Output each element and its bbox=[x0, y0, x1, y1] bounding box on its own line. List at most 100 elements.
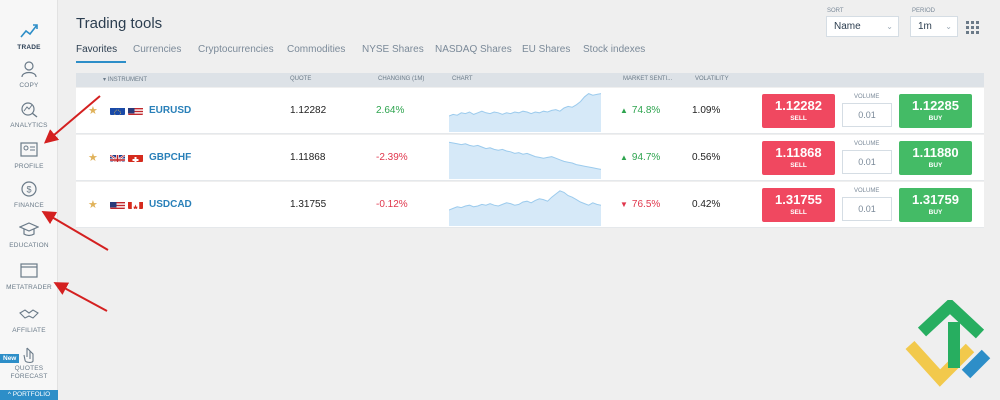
volume-input[interactable]: 0.01 bbox=[842, 150, 892, 174]
header-changing[interactable]: CHANGING (1M) bbox=[378, 76, 425, 82]
sidebar-item-affiliate[interactable]: AFFILIATE bbox=[0, 305, 58, 345]
portfolio-button[interactable]: ^ PORTFOLIO bbox=[0, 390, 58, 400]
forecast-icon bbox=[23, 347, 34, 363]
us-flag-icon bbox=[110, 199, 125, 209]
sidebar-item-trade[interactable]: TRADE bbox=[0, 22, 58, 62]
star-icon[interactable]: ★ bbox=[88, 199, 98, 211]
sell-button[interactable]: 1.12282 SELL bbox=[762, 94, 835, 128]
sparkline-area bbox=[449, 190, 601, 226]
sell-button[interactable]: 1.11868 SELL bbox=[762, 141, 835, 175]
active-tab-indicator bbox=[76, 61, 126, 63]
sparkline-area bbox=[449, 142, 601, 179]
sidebar-item-profile[interactable]: PROFILE bbox=[0, 141, 58, 181]
sell-button[interactable]: 1.31755 SELL bbox=[762, 188, 835, 222]
instrument-symbol[interactable]: GBPCHF bbox=[149, 152, 192, 163]
sparkline-line bbox=[449, 190, 601, 211]
annotation-arrow bbox=[53, 282, 108, 312]
sell-label: SELL bbox=[790, 209, 807, 216]
sidebar-item-analytics[interactable]: ANALYTICS bbox=[0, 100, 58, 140]
sidebar-item-copy[interactable]: COPY bbox=[0, 60, 58, 100]
header-volatility[interactable]: VOLATILITY bbox=[695, 76, 729, 82]
sentiment-value: ▲ 74.8% bbox=[620, 105, 661, 116]
table-row[interactable]: ★ GBPCHF 1.11868 -2.39% ▲ 94.7% 0.56% 1.1… bbox=[76, 135, 984, 181]
change-value: -2.39% bbox=[376, 152, 408, 163]
instrument-symbol[interactable]: EURUSD bbox=[149, 105, 192, 116]
ch-flag-icon bbox=[128, 152, 143, 162]
sidebar-item-label: TRADE bbox=[17, 44, 41, 51]
period-label: PERIOD bbox=[912, 8, 936, 14]
period-select[interactable]: 1m ⌄ bbox=[910, 16, 958, 37]
tab-commodities[interactable]: Commodities bbox=[287, 44, 346, 55]
buy-price: 1.11880 bbox=[912, 145, 959, 160]
sidebar-item-label: AFFILIATE bbox=[12, 327, 46, 334]
sort-select[interactable]: Name ⌄ bbox=[826, 16, 899, 37]
header-sentiment[interactable]: MARKET SENTI... bbox=[623, 76, 673, 82]
grid-view-icon[interactable] bbox=[966, 21, 980, 34]
instrument-symbol[interactable]: USDCAD bbox=[149, 199, 192, 210]
sidebar-item-quotes-forecast[interactable]: QUOTES FORECAST bbox=[0, 346, 58, 388]
sell-price: 1.11868 bbox=[775, 145, 822, 160]
table-row[interactable]: ★ USDCAD 1.31755 -0.12% ▼ 76.5% 0.42% 1.3… bbox=[76, 182, 984, 228]
page-title: Trading tools bbox=[76, 15, 163, 32]
copy-icon bbox=[21, 61, 37, 78]
sparkline-line bbox=[449, 93, 601, 117]
buy-button[interactable]: 1.12285 BUY bbox=[899, 94, 972, 128]
sell-label: SELL bbox=[790, 115, 807, 122]
tab-stock-indexes[interactable]: Stock indexes bbox=[583, 44, 646, 55]
buy-price: 1.12285 bbox=[912, 98, 959, 113]
metatrader-icon bbox=[20, 263, 38, 278]
tab-favorites[interactable]: Favorites bbox=[76, 44, 118, 55]
volume-input[interactable]: 0.01 bbox=[842, 197, 892, 221]
table-row[interactable]: ★ EURUSD 1.12282 2.64% ▲ 74.8% 1.09% 1.12… bbox=[76, 88, 984, 134]
star-icon[interactable]: ★ bbox=[88, 152, 98, 164]
sentiment-arrow-icon: ▲ bbox=[620, 153, 628, 162]
header-chart: CHART bbox=[452, 76, 473, 82]
sidebar-item-label: QUOTES FORECAST bbox=[10, 365, 48, 380]
svg-text:$: $ bbox=[26, 185, 31, 195]
new-badge: New bbox=[0, 354, 20, 363]
chevron-down-icon: ⌄ bbox=[945, 22, 952, 31]
gb-flag-icon bbox=[110, 152, 125, 162]
sidebar: TRADE COPY ANALYTICS PROFILE $ FINANCE bbox=[0, 0, 58, 400]
sentiment-value: ▲ 94.7% bbox=[620, 152, 661, 163]
sidebar-item-label: PROFILE bbox=[14, 163, 44, 170]
affiliate-icon bbox=[19, 309, 39, 319]
sidebar-item-finance[interactable]: $ FINANCE bbox=[0, 180, 58, 220]
tab-nasdaq-shares[interactable]: NASDAQ Shares bbox=[435, 44, 512, 55]
tab-eu-shares[interactable]: EU Shares bbox=[522, 44, 571, 55]
volatility-value: 1.09% bbox=[692, 105, 721, 116]
header-instrument[interactable]: ▾ INSTRUMENT bbox=[103, 77, 148, 83]
chevron-down-icon: ⌄ bbox=[886, 22, 893, 31]
sidebar-item-label: FINANCE bbox=[14, 202, 44, 209]
buy-label: BUY bbox=[928, 162, 943, 169]
sidebar-item-education[interactable]: EDUCATION bbox=[0, 220, 58, 260]
header-quote[interactable]: QUOTE bbox=[290, 76, 312, 82]
sentiment-arrow-icon: ▲ bbox=[620, 106, 628, 115]
tab-nyse-shares[interactable]: NYSE Shares bbox=[362, 44, 424, 55]
analytics-icon bbox=[21, 102, 38, 118]
tab-cryptocurrencies[interactable]: Cryptocurrencies bbox=[198, 44, 274, 55]
volume-label: VOLUME bbox=[854, 94, 880, 100]
sparkline-chart bbox=[449, 141, 601, 179]
sell-price: 1.12282 bbox=[775, 98, 822, 113]
eu-flag-icon bbox=[110, 105, 125, 115]
sidebar-item-label: ANALYTICS bbox=[10, 122, 48, 129]
buy-button[interactable]: 1.11880 BUY bbox=[899, 141, 972, 175]
sidebar-item-label: METATRADER bbox=[6, 284, 52, 291]
sidebar-item-label: EDUCATION bbox=[9, 242, 49, 249]
sentiment-value: ▼ 76.5% bbox=[620, 199, 661, 210]
quote-value: 1.12282 bbox=[290, 105, 327, 116]
tab-currencies[interactable]: Currencies bbox=[133, 44, 182, 55]
change-value: -0.12% bbox=[376, 199, 408, 210]
sidebar-item-label: COPY bbox=[19, 82, 39, 89]
sell-price: 1.31755 bbox=[775, 192, 822, 207]
sparkline-chart bbox=[449, 93, 601, 132]
sidebar-item-metatrader[interactable]: METATRADER bbox=[0, 262, 58, 302]
buy-button[interactable]: 1.31759 BUY bbox=[899, 188, 972, 222]
buy-label: BUY bbox=[928, 115, 943, 122]
volume-input[interactable]: 0.01 bbox=[842, 103, 892, 127]
star-icon[interactable]: ★ bbox=[88, 105, 98, 117]
sparkline-line bbox=[449, 141, 601, 170]
buy-label: BUY bbox=[928, 209, 943, 216]
ca-flag-icon bbox=[128, 199, 143, 209]
